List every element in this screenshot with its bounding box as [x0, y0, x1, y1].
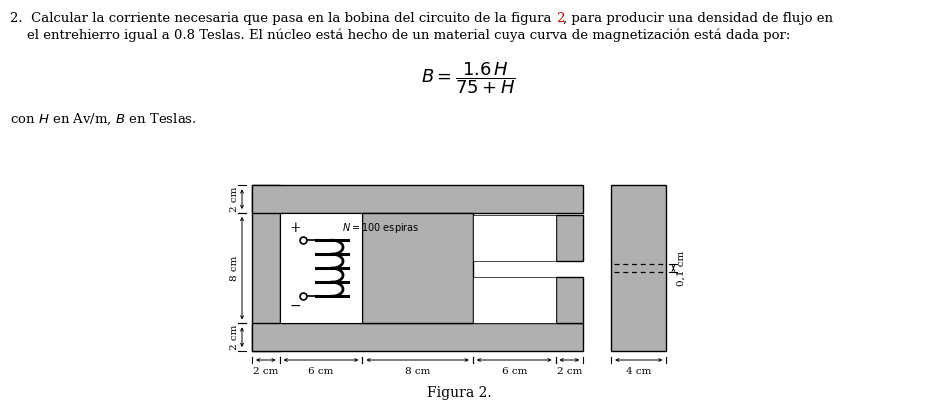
Bar [473, 277, 555, 324]
Text: 2 cm: 2 cm [253, 367, 278, 376]
Text: 2: 2 [555, 12, 563, 25]
Text: 2 cm: 2 cm [229, 186, 239, 212]
Text: 6 cm: 6 cm [308, 367, 333, 376]
Bar [473, 214, 555, 261]
Text: $-$: $-$ [288, 298, 300, 312]
Text: el entrehierro igual a 0.8 Teslas. El núcleo está hecho de un material cuya curv: el entrehierro igual a 0.8 Teslas. El nú… [10, 28, 790, 41]
Text: 6 cm: 6 cm [501, 367, 526, 376]
Text: $B = \dfrac{1.6\,H}{75 + H}$: $B = \dfrac{1.6\,H}{75 + H}$ [420, 60, 515, 96]
Bar [555, 277, 582, 324]
Bar [362, 213, 473, 324]
Text: 8 cm: 8 cm [404, 367, 430, 376]
Text: , para producir una densidad de flujo en: , para producir una densidad de flujo en [563, 12, 832, 25]
Bar [252, 324, 582, 351]
Text: 2.  Calcular la corriente necesaria que pasa en la bobina del circuito de la fig: 2. Calcular la corriente necesaria que p… [10, 12, 555, 25]
Text: $N = 100$ espiras: $N = 100$ espiras [342, 221, 419, 235]
Text: con $H$ en Av/m, $B$ en Teslas.: con $H$ en Av/m, $B$ en Teslas. [10, 112, 197, 127]
Text: 8 cm: 8 cm [229, 255, 239, 281]
Text: 0,1 cm: 0,1 cm [676, 250, 684, 286]
Text: Figura 2.: Figura 2. [427, 386, 491, 400]
Bar [252, 186, 582, 213]
Text: +: + [289, 221, 300, 235]
Text: 4 cm: 4 cm [625, 367, 651, 376]
Bar [555, 214, 582, 261]
Bar [610, 186, 665, 351]
Bar [279, 213, 362, 324]
Text: 2 cm: 2 cm [229, 324, 239, 350]
Text: 2 cm: 2 cm [556, 367, 581, 376]
Bar [252, 186, 279, 351]
